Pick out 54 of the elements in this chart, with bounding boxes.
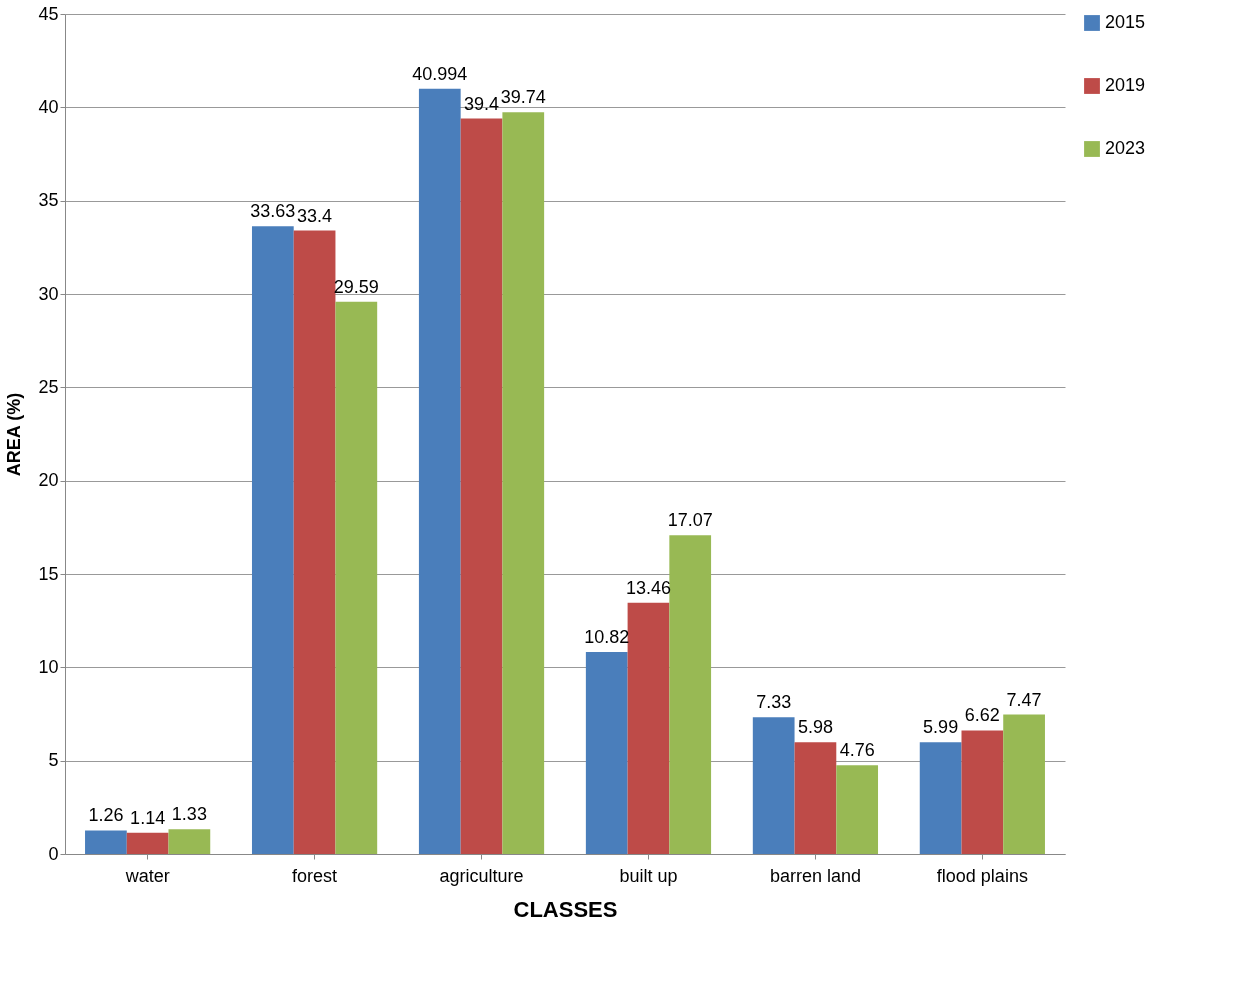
x-tick-label: barren land <box>769 865 861 886</box>
bar <box>585 652 628 854</box>
bar <box>126 832 169 854</box>
bar <box>752 717 795 854</box>
data-label: 39.4 <box>464 93 500 114</box>
legend-label: 2019 <box>1105 75 1146 95</box>
bar <box>251 226 294 854</box>
y-tick-label: 0 <box>48 843 59 864</box>
data-label: 7.47 <box>1006 689 1042 710</box>
data-label: 17.07 <box>667 510 713 531</box>
data-label: 1.14 <box>130 807 166 828</box>
legend-label: 2023 <box>1105 138 1146 158</box>
data-label: 33.4 <box>297 205 333 226</box>
x-tick-label: forest <box>292 865 338 886</box>
bar <box>1003 714 1045 854</box>
bar <box>335 301 378 854</box>
bar <box>836 765 879 854</box>
x-tick-label: flood plains <box>936 865 1028 886</box>
bar <box>460 118 503 854</box>
bar <box>794 742 837 854</box>
bar <box>961 730 1004 854</box>
x-axis-title: CLASSES <box>513 896 618 922</box>
y-tick-label: 25 <box>38 376 59 397</box>
y-axis-title: AREA (%) <box>4 392 25 477</box>
bar <box>85 830 127 854</box>
x-tick-label: built up <box>619 865 678 886</box>
legend-label: 2015 <box>1105 12 1146 32</box>
y-tick-label: 30 <box>38 283 59 304</box>
bar <box>669 535 712 854</box>
y-tick-label: 10 <box>38 656 59 677</box>
data-label: 1.33 <box>171 804 207 825</box>
data-label: 1.26 <box>88 805 124 826</box>
x-tick-label: agriculture <box>439 865 524 886</box>
y-tick-label: 35 <box>38 190 59 211</box>
data-label: 40.994 <box>412 63 468 84</box>
data-label: 39.74 <box>500 87 546 108</box>
data-label: 5.98 <box>797 717 833 738</box>
data-label: 4.76 <box>839 740 875 761</box>
x-tick-label: water <box>124 865 170 886</box>
y-tick-label: 15 <box>38 563 59 584</box>
y-tick-label: 5 <box>48 750 59 771</box>
data-label: 33.63 <box>250 201 296 222</box>
bar <box>293 230 336 854</box>
data-label: 7.33 <box>756 692 792 713</box>
data-label: 5.99 <box>923 717 959 738</box>
y-tick-label: 20 <box>38 470 59 491</box>
bar <box>502 112 545 854</box>
data-label: 6.62 <box>964 705 1000 726</box>
bar <box>627 602 670 854</box>
y-tick-label: 40 <box>38 96 59 117</box>
bar <box>919 742 962 854</box>
bar <box>418 88 461 854</box>
bar <box>168 829 211 854</box>
y-tick-label: 45 <box>38 3 59 24</box>
